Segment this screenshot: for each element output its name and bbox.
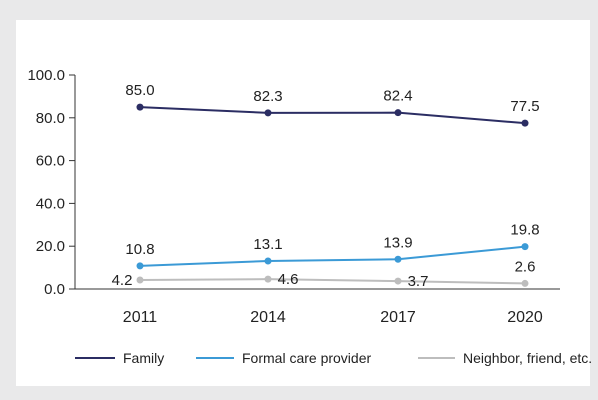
legend-label: Neighbor, friend, etc. xyxy=(463,350,592,366)
x-tick-label: 2020 xyxy=(507,309,543,326)
series-line-formal-care-provider xyxy=(139,245,526,267)
data-point-formal-care-provider xyxy=(394,255,402,263)
data-point-family xyxy=(394,109,402,117)
data-point-formal-care-provider xyxy=(136,262,144,270)
legend-item-neighbor-friend: Neighbor, friend, etc. xyxy=(418,350,592,366)
data-label-neighbor-friend: 4.2 xyxy=(112,272,133,289)
data-point-neighbor-friend xyxy=(264,275,272,283)
data-label-neighbor-friend: 2.6 xyxy=(515,258,536,275)
x-tick-label: 2017 xyxy=(380,309,416,326)
data-label-neighbor-friend: 4.6 xyxy=(278,271,299,288)
y-tick-label: 60.0 xyxy=(36,153,65,170)
series-line-family xyxy=(139,106,526,125)
series-line-neighbor-friend xyxy=(139,278,526,285)
data-label-neighbor-friend: 3.7 xyxy=(408,273,429,290)
data-label-family: 85.0 xyxy=(125,82,154,99)
y-tick-label: 80.0 xyxy=(36,110,65,127)
x-tick-label: 2011 xyxy=(123,309,158,326)
data-point-family xyxy=(136,103,144,111)
legend: Family Formal care provider Neighbor, frie… xyxy=(75,350,592,366)
data-point-neighbor-friend xyxy=(394,277,402,285)
y-tick-label: 0.0 xyxy=(44,281,65,298)
data-label-formal-care-provider: 10.8 xyxy=(125,241,154,258)
legend-label: Family xyxy=(123,350,164,366)
data-label-formal-care-provider: 13.9 xyxy=(383,234,412,251)
data-point-neighbor-friend xyxy=(136,276,144,284)
y-tick-label: 100.0 xyxy=(27,67,65,84)
data-point-family xyxy=(264,109,272,117)
legend-item-family: Family xyxy=(75,350,164,366)
axes: 0.0 20.0 40.0 60.0 80.0 100.0 2011 2014 2017 2020 xyxy=(27,67,560,326)
data-label-family: 82.3 xyxy=(253,88,282,105)
chart-panel xyxy=(16,20,590,386)
data-label-formal-care-provider: 19.8 xyxy=(510,222,539,239)
data-point-neighbor-friend xyxy=(521,279,529,287)
data-labels-layer: 85.0 82.3 82.4 77.5 10.8 13.1 13.9 19.8 4.2 4.6 3.… xyxy=(112,82,540,290)
y-tick-label: 20.0 xyxy=(36,238,65,255)
data-point-family xyxy=(521,119,529,127)
legend-item-formal-care-provider: Formal care provider xyxy=(196,350,371,366)
data-point-formal-care-provider xyxy=(264,257,272,265)
data-label-formal-care-provider: 13.1 xyxy=(253,236,282,253)
data-point-formal-care-provider xyxy=(521,243,529,251)
legend-label: Formal care provider xyxy=(242,350,371,366)
x-tick-label: 2014 xyxy=(250,309,286,326)
data-label-family: 82.4 xyxy=(383,88,412,105)
series-layer xyxy=(136,103,529,287)
y-tick-label: 40.0 xyxy=(36,195,65,212)
data-label-family: 77.5 xyxy=(510,98,539,115)
